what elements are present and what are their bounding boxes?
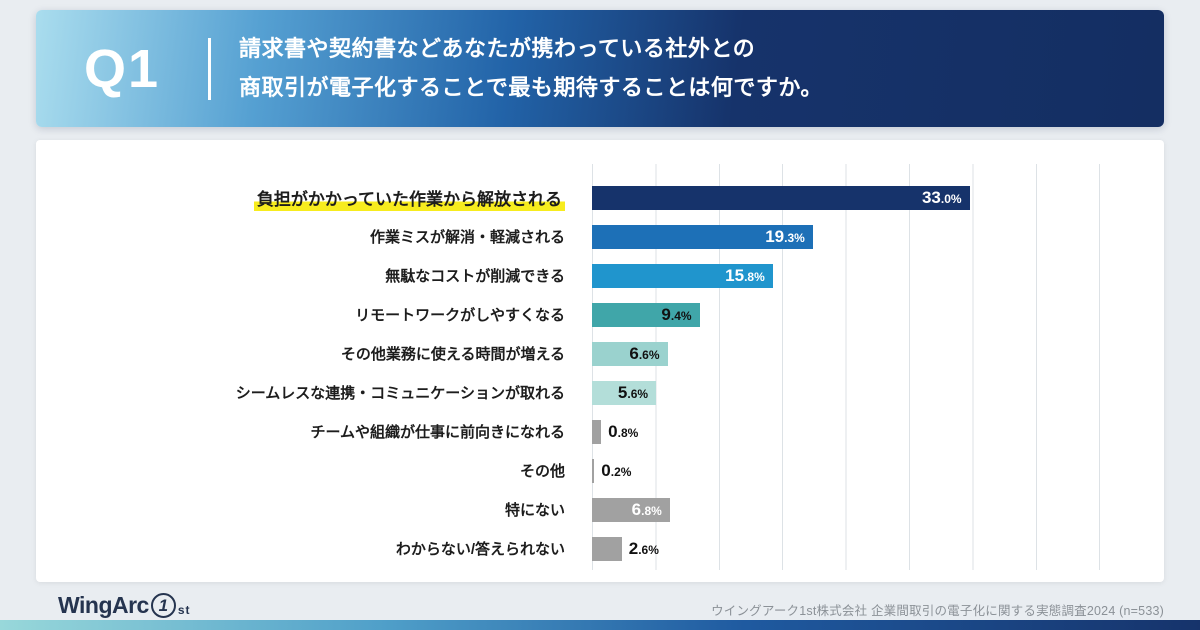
bar-area: 2.6% — [592, 536, 1100, 561]
value-integer: 6 — [629, 343, 639, 363]
value-label: 5.6% — [618, 384, 648, 402]
bar: 6.8% — [592, 497, 670, 522]
logo-text-st: st — [177, 603, 191, 617]
question-header-banner: Q1 請求書や契約書などあなたが携わっている社外との 商取引が電子化することで最… — [36, 10, 1164, 127]
category-label: わからない/答えられない — [36, 538, 592, 559]
value-fraction: .4% — [670, 308, 692, 323]
bar: 0.8% — [592, 419, 638, 444]
category-label-text: リモートワークがしやすくなる — [355, 307, 565, 324]
chart-row: その他業務に使える時間が増える 6.6% — [36, 334, 1164, 373]
chart-row: 負担がかかっていた作業から解放される 33.0% — [36, 178, 1164, 217]
category-label: チームや組織が仕事に前向きになれる — [36, 421, 592, 442]
bar-area: 15.8% — [592, 263, 1100, 288]
category-label: 作業ミスが解消・軽減される — [36, 226, 592, 247]
category-label: リモートワークがしやすくなる — [36, 304, 592, 325]
chart-card: 負担がかかっていた作業から解放される 33.0% 作業ミスが解消・軽減される 1… — [36, 140, 1164, 582]
value-integer: 19 — [765, 226, 785, 246]
question-line-1: 請求書や契約書などあなたが携わっている社外との — [239, 36, 756, 61]
value-fraction: .6% — [627, 386, 649, 401]
value-fraction: .6% — [638, 542, 659, 557]
category-label: 負担がかかっていた作業から解放される — [36, 185, 592, 211]
question-line-2: 商取引が電子化することで最も期待することは何ですか。 — [239, 74, 823, 100]
category-label: シームレスな連携・コミュニケーションが取れる — [36, 382, 592, 403]
wingarc1st-logo: WingArc 1 st — [58, 592, 191, 619]
category-label-text: シームレスな連携・コミュニケーションが取れる — [235, 385, 565, 402]
bar: 0.2% — [592, 458, 631, 483]
category-label: その他 — [36, 460, 592, 481]
category-label-text: 作業ミスが解消・軽減される — [369, 229, 565, 246]
bar: 2.6% — [592, 536, 659, 561]
bar-area: 9.4% — [592, 302, 1100, 327]
value-label: 0.8% — [608, 423, 638, 441]
value-fraction: .3% — [784, 230, 805, 245]
value-integer: 9 — [661, 304, 671, 324]
value-fraction: .2% — [610, 464, 632, 479]
bar-area: 0.8% — [592, 419, 1100, 444]
bar-area: 0.2% — [592, 458, 1100, 483]
chart-row: その他 0.2% — [36, 451, 1164, 490]
value-label: 2.6% — [629, 540, 659, 558]
chart-row: 特にない 6.8% — [36, 490, 1164, 529]
chart-row: わからない/答えられない 2.6% — [36, 529, 1164, 568]
bar: 6.6% — [592, 341, 668, 366]
value-label: 33.0% — [922, 189, 962, 207]
question-text: 請求書や契約書などあなたが携わっている社外との 商取引が電子化することで最も期待… — [239, 30, 823, 107]
value-label: 9.4% — [661, 306, 691, 324]
value-fraction: .8% — [744, 269, 765, 284]
category-label-text: チームや組織が仕事に前向きになれる — [310, 424, 565, 441]
header-divider — [208, 37, 211, 100]
bar: 19.3% — [592, 224, 813, 249]
category-label-text: わからない/答えられない — [395, 541, 565, 558]
value-fraction: .6% — [638, 347, 660, 362]
value-label: 15.8% — [725, 267, 765, 285]
bar: 9.4% — [592, 302, 700, 327]
bar-area: 5.6% — [592, 380, 1100, 405]
bottom-gradient-strip — [0, 620, 1200, 630]
source-text: ウイングアーク1st株式会社 企業間取引の電子化に関する実態調査2024 (n=… — [711, 604, 1164, 618]
bar-chart: 負担がかかっていた作業から解放される 33.0% 作業ミスが解消・軽減される 1… — [36, 178, 1164, 568]
value-integer: 0 — [601, 460, 611, 480]
chart-row: チームや組織が仕事に前向きになれる 0.8% — [36, 412, 1164, 451]
chart-row: シームレスな連携・コミュニケーションが取れる 5.6% — [36, 373, 1164, 412]
category-label-text: その他 — [519, 463, 565, 480]
chart-row: 作業ミスが解消・軽減される 19.3% — [36, 217, 1164, 256]
bar-area: 6.8% — [592, 497, 1100, 522]
value-label: 6.8% — [632, 501, 662, 519]
category-label-text: その他業務に使える時間が増える — [340, 346, 565, 363]
logo-one-mark: 1 — [150, 593, 176, 618]
logo-text-wingarc: WingArc — [58, 592, 149, 618]
category-label: 無駄なコストが削減できる — [36, 265, 592, 286]
chart-row: リモートワークがしやすくなる 9.4% — [36, 295, 1164, 334]
bar: 33.0% — [592, 185, 970, 210]
value-label: 19.3% — [765, 228, 805, 246]
value-integer: 33 — [921, 187, 941, 207]
category-label-text: 無駄なコストが削減できる — [385, 268, 565, 285]
bar: 5.6% — [592, 380, 657, 405]
value-integer: 2 — [628, 538, 639, 558]
value-label: 0.2% — [601, 462, 631, 480]
value-integer: 0 — [608, 421, 618, 441]
category-label: 特にない — [36, 499, 592, 520]
value-integer: 5 — [617, 382, 628, 402]
value-fraction: .8% — [641, 503, 662, 518]
bar-area: 6.6% — [592, 341, 1100, 366]
bar-area: 33.0% — [592, 185, 1100, 210]
chart-row: 無駄なコストが削減できる 15.8% — [36, 256, 1164, 295]
category-label: その他業務に使える時間が増える — [36, 343, 592, 364]
category-label-text: 特にない — [504, 502, 565, 519]
value-fraction: .8% — [617, 425, 639, 440]
value-fraction: .0% — [940, 191, 962, 206]
value-integer: 15 — [725, 265, 745, 285]
category-label-text: 負担がかかっていた作業から解放される — [253, 189, 565, 211]
bar-area: 19.3% — [592, 224, 1100, 249]
question-number: Q1 — [83, 38, 161, 99]
value-integer: 6 — [631, 499, 642, 519]
bar: 15.8% — [592, 263, 773, 288]
value-label: 6.6% — [629, 345, 659, 363]
